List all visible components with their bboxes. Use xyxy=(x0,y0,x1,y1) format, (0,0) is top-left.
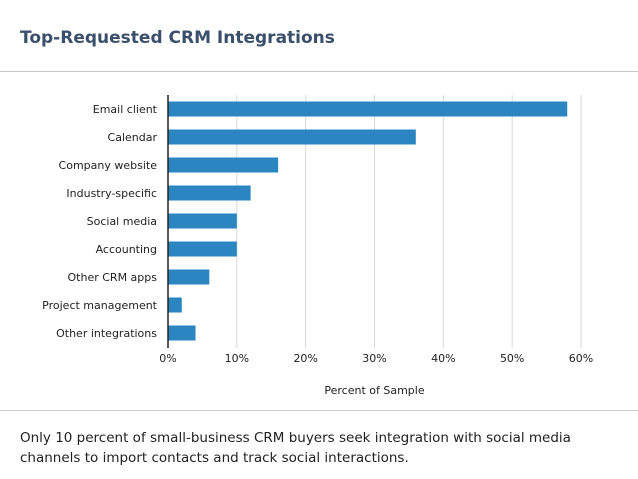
bar xyxy=(168,157,279,173)
category-label: Email client xyxy=(93,103,158,116)
chart-title: Top-Requested CRM Integrations xyxy=(20,28,335,48)
x-tick-label: 0% xyxy=(159,352,176,365)
bar xyxy=(168,101,568,117)
footer-divider xyxy=(0,410,638,411)
category-label: Other CRM apps xyxy=(68,271,158,284)
x-tick-label: 30% xyxy=(362,352,386,365)
bar xyxy=(168,129,416,145)
category-labels: Email client Calendar Company website Indus… xyxy=(42,103,158,340)
category-label: Project management xyxy=(42,299,158,312)
x-tick-label: 60% xyxy=(569,352,593,365)
category-label: Accounting xyxy=(96,243,157,256)
category-label: Calendar xyxy=(108,131,158,144)
bar-chart: Email client Calendar Company website Indus… xyxy=(42,95,593,397)
bar xyxy=(168,269,210,285)
header-divider xyxy=(0,71,638,72)
category-label: Social media xyxy=(87,215,157,228)
x-tick-label: 10% xyxy=(225,352,249,365)
bar xyxy=(168,297,182,313)
bar xyxy=(168,185,251,201)
bar xyxy=(168,241,237,257)
category-label: Company website xyxy=(59,159,158,172)
category-label: Other integrations xyxy=(56,327,157,340)
bars xyxy=(168,101,568,341)
x-tick-label: 40% xyxy=(431,352,455,365)
x-axis-label: Percent of Sample xyxy=(324,384,424,397)
x-tick-labels: 0% 10% 20% 30% 40% 50% 60% xyxy=(159,352,593,365)
bar xyxy=(168,213,237,229)
x-tick-label: 50% xyxy=(500,352,524,365)
x-tick-label: 20% xyxy=(293,352,317,365)
caption-text: Only 10 percent of small-business CRM bu… xyxy=(20,430,571,466)
bar xyxy=(168,325,196,341)
category-label: Industry-specific xyxy=(66,187,157,200)
